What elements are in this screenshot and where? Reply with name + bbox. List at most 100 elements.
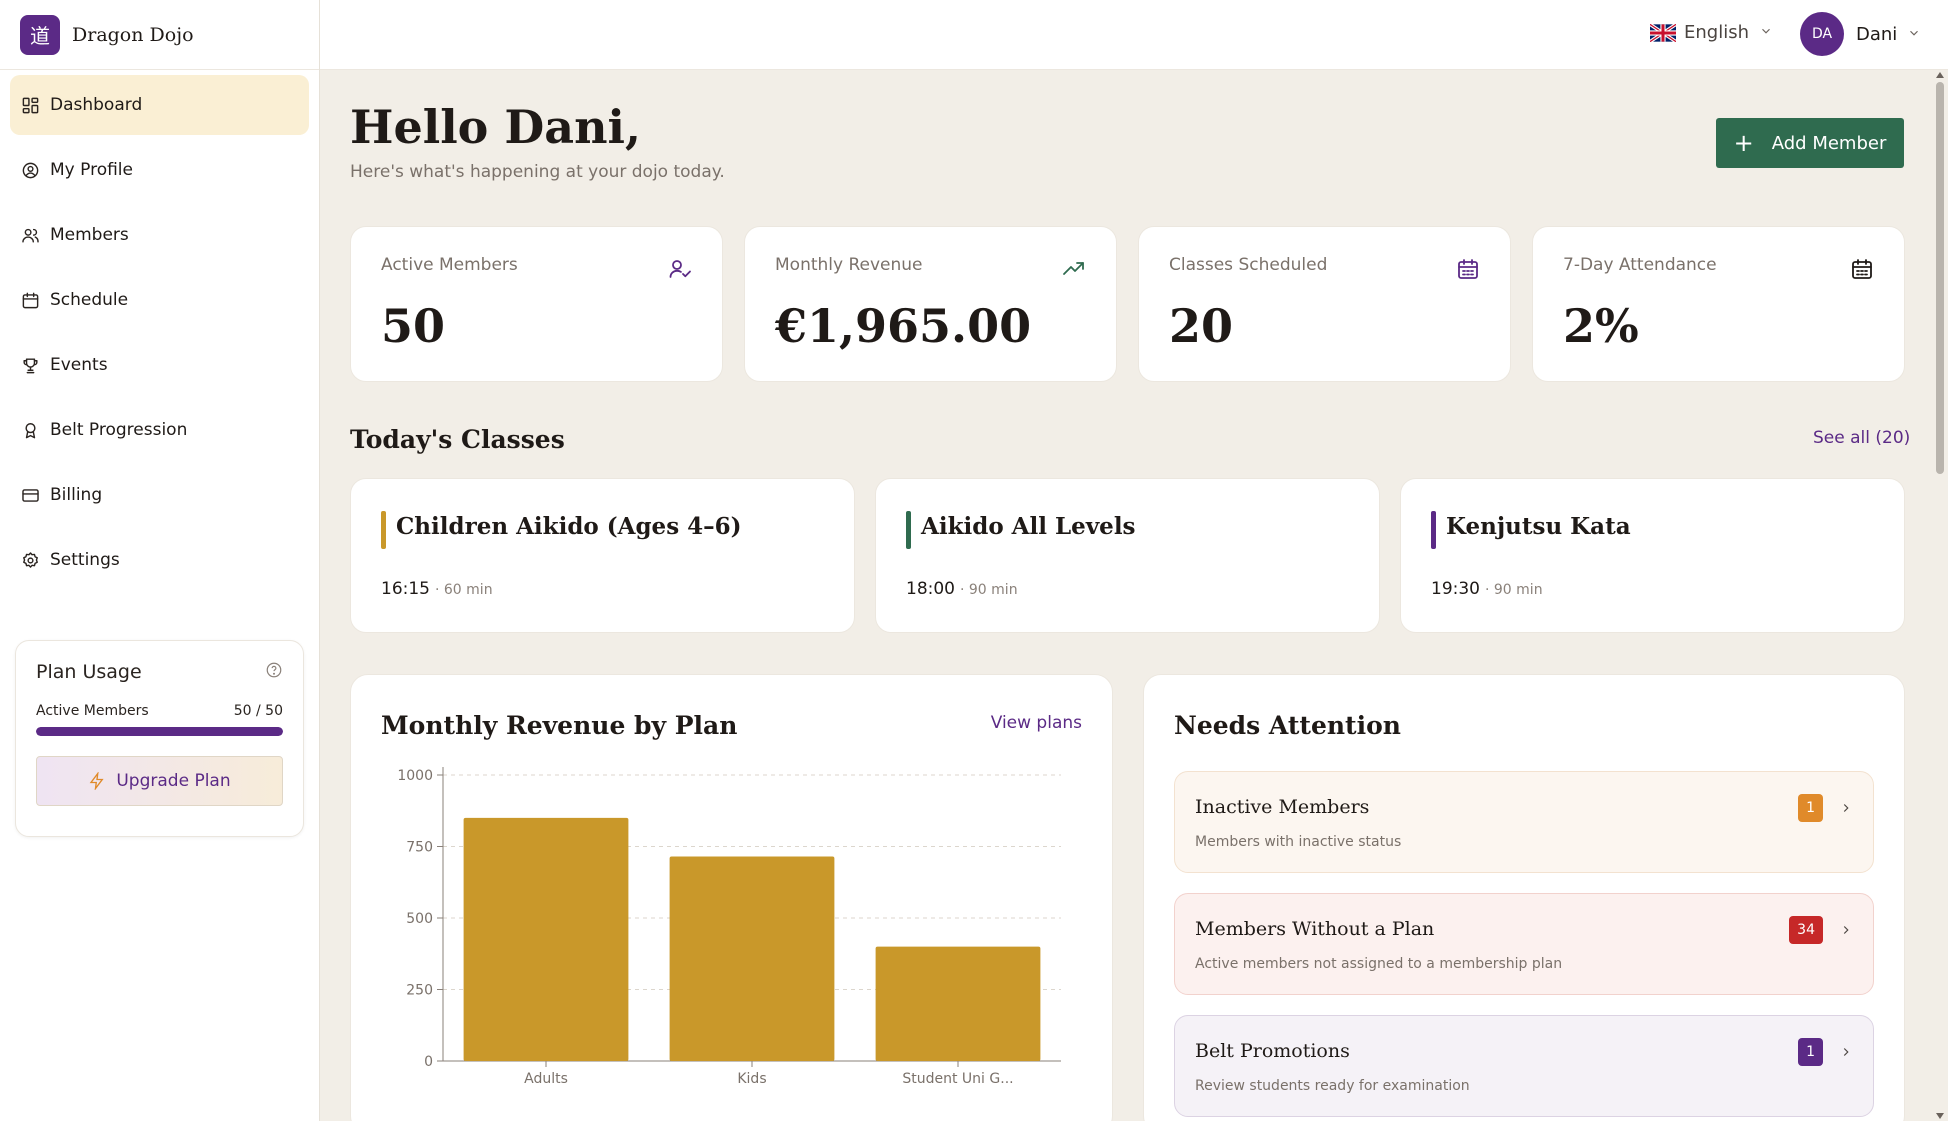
main-content: Hello Dani, Here's what's happening at y… xyxy=(320,70,1928,1121)
chevron-right-icon xyxy=(1839,1044,1853,1063)
stat-card-active-members: Active Members 50 xyxy=(350,226,723,382)
calendar-grid-icon xyxy=(1850,257,1874,285)
needs-attention-title: Needs Attention xyxy=(1174,711,1401,740)
chart-y-tick-label: 1000 xyxy=(397,768,433,784)
class-name: Kenjutsu Kata xyxy=(1446,513,1631,540)
attention-item-belt-promotions[interactable]: Belt Promotions Review students ready fo… xyxy=(1174,1015,1874,1117)
sidebar-item-label: Members xyxy=(50,225,129,245)
plus-icon: + xyxy=(1733,129,1754,157)
stat-label: Active Members xyxy=(381,255,518,275)
calendar-grid-icon xyxy=(1456,257,1480,285)
upgrade-plan-label: Upgrade Plan xyxy=(116,771,231,791)
chart-bar xyxy=(669,856,835,1061)
sidebar-item-label: Settings xyxy=(50,550,120,570)
chart-bar xyxy=(463,817,629,1061)
sidebar-item-label: Events xyxy=(50,355,108,375)
needs-attention-panel: Needs Attention Inactive Members Members… xyxy=(1143,674,1905,1121)
sidebar-item-members[interactable]: Members xyxy=(10,205,309,265)
chart-y-tick-label: 500 xyxy=(406,911,433,927)
brand-logo: 道 xyxy=(20,14,60,55)
stat-label: Monthly Revenue xyxy=(775,255,923,275)
attention-item-inactive-members[interactable]: Inactive Members Members with inactive s… xyxy=(1174,771,1874,873)
class-card[interactable]: Children Aikido (Ages 4–6) 16:15 · 60 mi… xyxy=(350,478,855,633)
sidebar-item-label: Belt Progression xyxy=(50,420,188,440)
view-plans-link[interactable]: View plans xyxy=(990,713,1082,733)
stat-value: 2% xyxy=(1563,299,1639,353)
class-color-bar xyxy=(1431,511,1436,549)
plan-usage-progress-fill xyxy=(36,727,283,736)
sidebar-item-label: Dashboard xyxy=(50,95,143,115)
sidebar: 道 Dragon Dojo Dashboard My Profile Membe… xyxy=(0,0,320,1121)
trending-up-icon xyxy=(1062,257,1086,285)
sidebar-item-billing[interactable]: Billing xyxy=(10,465,309,525)
user-menu[interactable]: DA Dani xyxy=(1800,12,1921,56)
credit-card-icon xyxy=(20,485,40,505)
plan-usage-metric-value: 50 / 50 xyxy=(233,703,283,719)
class-color-bar xyxy=(906,511,911,549)
upgrade-plan-button[interactable]: Upgrade Plan xyxy=(36,756,283,806)
attention-item-desc: Active members not assigned to a members… xyxy=(1195,956,1563,972)
revenue-by-plan-panel: Monthly Revenue by Plan View plans 0 250 5… xyxy=(350,674,1113,1121)
page-scrollbar[interactable] xyxy=(1932,70,1948,1121)
add-member-button[interactable]: + Add Member xyxy=(1716,118,1904,168)
sidebar-nav: Dashboard My Profile Members Schedule Ev… xyxy=(0,70,319,590)
plan-usage-title: Plan Usage xyxy=(36,661,142,683)
brand[interactable]: 道 Dragon Dojo xyxy=(0,0,319,70)
page-subtitle: Here's what's happening at your dojo tod… xyxy=(350,162,725,182)
class-color-bar xyxy=(381,511,386,549)
stat-card-attendance: 7-Day Attendance 2% xyxy=(1532,226,1905,382)
award-icon xyxy=(20,420,40,440)
count-badge: 34 xyxy=(1789,916,1823,944)
scroll-down-arrow-icon[interactable] xyxy=(1936,1113,1944,1119)
stat-label: Classes Scheduled xyxy=(1169,255,1328,275)
plan-usage-progress-bar xyxy=(36,727,283,736)
language-selector[interactable]: English xyxy=(1650,22,1773,43)
attention-item-members-without-plan[interactable]: Members Without a Plan Active members no… xyxy=(1174,893,1874,995)
class-card[interactable]: Kenjutsu Kata 19:30 · 90 min xyxy=(1400,478,1905,633)
class-time: 16:15 xyxy=(381,579,430,599)
sidebar-item-events[interactable]: Events xyxy=(10,335,309,395)
sidebar-item-settings[interactable]: Settings xyxy=(10,530,309,590)
user-circle-icon xyxy=(20,160,40,180)
chart-bar xyxy=(875,946,1041,1061)
class-time: 19:30 xyxy=(1431,579,1480,599)
chevron-right-icon xyxy=(1839,800,1853,819)
attention-item-desc: Review students ready for examination xyxy=(1195,1078,1470,1094)
sidebar-item-schedule[interactable]: Schedule xyxy=(10,270,309,330)
brand-name: Dragon Dojo xyxy=(72,23,194,46)
dashboard-grid-icon xyxy=(20,95,40,115)
sidebar-item-belt-progression[interactable]: Belt Progression xyxy=(10,400,309,460)
plan-usage-card: Plan Usage Active Members 50 / 50 Upgrad… xyxy=(15,640,304,837)
add-member-label: Add Member xyxy=(1771,132,1887,154)
page-title: Hello Dani, xyxy=(350,100,642,154)
attention-item-title: Inactive Members xyxy=(1195,796,1370,818)
sidebar-item-dashboard[interactable]: Dashboard xyxy=(10,75,309,135)
stat-value: €1,965.00 xyxy=(775,299,1032,353)
user-name: Dani xyxy=(1856,23,1898,45)
stat-card-monthly-revenue: Monthly Revenue €1,965.00 xyxy=(744,226,1117,382)
chart-y-tick-label: 0 xyxy=(424,1054,433,1070)
users-icon xyxy=(20,225,40,245)
scrollbar-thumb[interactable] xyxy=(1936,82,1944,474)
calendar-icon xyxy=(20,290,40,310)
user-check-icon xyxy=(668,257,692,285)
help-circle-icon[interactable] xyxy=(265,661,283,683)
sidebar-item-label: My Profile xyxy=(50,160,133,180)
stat-value: 50 xyxy=(381,299,446,353)
scroll-up-arrow-icon[interactable] xyxy=(1936,72,1944,78)
chevron-down-icon xyxy=(1897,25,1921,44)
chevron-down-icon xyxy=(1749,22,1773,43)
attention-item-title: Belt Promotions xyxy=(1195,1040,1350,1062)
see-all-classes-link[interactable]: See all (20) xyxy=(1813,428,1911,448)
attention-item-desc: Members with inactive status xyxy=(1195,834,1402,850)
chart-x-tick-label: Kids xyxy=(737,1071,766,1087)
todays-classes-title: Today's Classes xyxy=(350,425,565,454)
count-badge: 1 xyxy=(1798,1038,1823,1066)
sidebar-item-label: Billing xyxy=(50,485,103,505)
sidebar-item-label: Schedule xyxy=(50,290,129,310)
chart-y-tick-label: 250 xyxy=(406,983,433,999)
class-time: 18:00 xyxy=(906,579,955,599)
sidebar-item-my-profile[interactable]: My Profile xyxy=(10,140,309,200)
revenue-panel-title: Monthly Revenue by Plan xyxy=(381,711,738,740)
class-card[interactable]: Aikido All Levels 18:00 · 90 min xyxy=(875,478,1380,633)
